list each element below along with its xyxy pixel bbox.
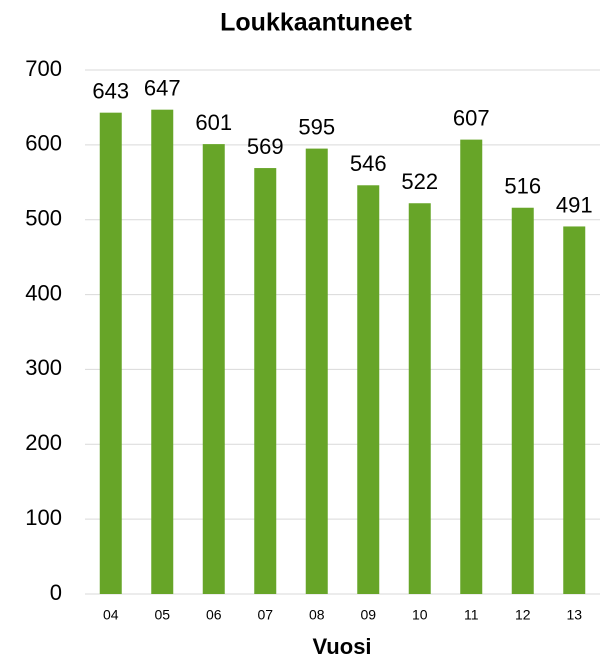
chart-title: Loukkaantuneet <box>220 9 412 37</box>
y-tick-label: 600 <box>25 131 62 156</box>
x-axis-label: Vuosi <box>312 634 371 659</box>
data-label: 546 <box>350 151 387 176</box>
bar <box>460 139 483 595</box>
y-tick-label: 0 <box>50 580 62 605</box>
data-label: 491 <box>556 192 593 217</box>
bar <box>511 207 534 595</box>
bar <box>202 144 225 594</box>
y-tick-label: 300 <box>25 355 62 380</box>
data-label: 516 <box>504 174 541 199</box>
x-tick-label: 04 <box>103 607 119 623</box>
x-tick-label: 13 <box>566 607 582 623</box>
x-tick-label: 06 <box>206 607 222 623</box>
data-label: 601 <box>195 110 232 135</box>
bar <box>305 148 328 594</box>
data-label: 595 <box>298 114 335 139</box>
y-tick-label: 200 <box>25 430 62 455</box>
data-label: 522 <box>401 169 438 194</box>
x-tick-label: 05 <box>154 607 170 623</box>
bar <box>563 226 586 595</box>
bar <box>254 168 277 594</box>
x-tick-label: 09 <box>360 607 376 623</box>
data-label: 607 <box>453 105 490 130</box>
x-tick-label: 10 <box>412 607 428 623</box>
data-label: 569 <box>247 134 284 159</box>
y-tick-label: 500 <box>25 206 62 231</box>
x-tick-label: 11 <box>464 607 479 623</box>
bar <box>151 109 174 594</box>
y-tick-label: 400 <box>25 280 62 305</box>
bar <box>357 185 380 594</box>
bar <box>99 112 122 594</box>
x-tick-label: 12 <box>515 607 531 623</box>
x-tick-label: 08 <box>309 607 325 623</box>
bar <box>408 203 431 594</box>
data-label: 643 <box>92 78 129 103</box>
x-tick-label: 07 <box>257 607 273 623</box>
y-tick-label: 100 <box>25 505 62 530</box>
y-tick-label: 700 <box>25 56 62 81</box>
data-label: 647 <box>144 75 181 100</box>
